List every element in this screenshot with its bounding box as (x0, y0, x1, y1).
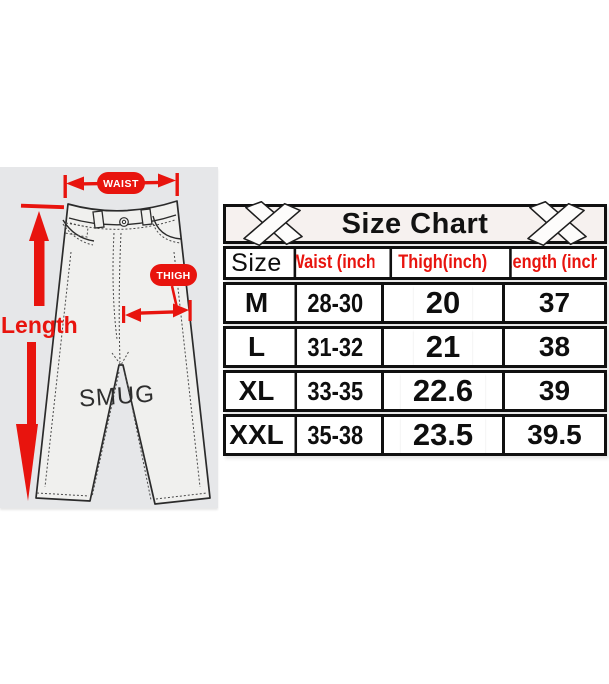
col-header-size: Size (226, 249, 287, 277)
ribbon-x-icon-left (243, 201, 303, 247)
pants-measurement-diagram: WAIST Length THIGH SMU (0, 167, 218, 508)
length-cell: 37 (502, 285, 604, 321)
length-cell: 39.5 (502, 417, 604, 453)
length-cell: 39 (502, 373, 604, 409)
col-header-length: Length (inch) (509, 249, 597, 277)
waist-cell: 28-30 (294, 285, 374, 321)
thigh-value: 21 (413, 329, 473, 365)
table-row-xxl: XXL 35-38 23.5 39.5 (223, 414, 607, 456)
table-row-xl: XL 33-35 22.6 39 (223, 370, 607, 412)
pants-outline (35, 200, 211, 505)
waist-cell: 35-38 (294, 417, 374, 453)
table-header-row: Size Waist (inch) Thigh(inch) Length (in… (223, 246, 607, 280)
thigh-value: 22.6 (400, 373, 486, 409)
thigh-value: 20 (413, 285, 473, 321)
thigh-arrow (122, 264, 197, 323)
size-cell: L (226, 329, 287, 365)
size-chart-table: Size Chart Size Waist (inch) Thigh(inch)… (223, 201, 607, 456)
waist-cell: 31-32 (294, 329, 374, 365)
ribbon-x-icon-right (527, 201, 587, 247)
waist-measure-label: WAIST (103, 178, 139, 190)
table-title: Size Chart (341, 208, 489, 240)
brand-watermark: SMUG (78, 380, 156, 412)
belt-loop (140, 208, 153, 226)
table-row-m: M 28-30 20 37 (223, 282, 607, 324)
waist-arrow (63, 172, 179, 198)
thigh-value: 23.5 (400, 417, 486, 453)
thigh-cell: 20 (381, 285, 502, 321)
col-header-waist: Waist (inch) (293, 249, 375, 277)
table-title-bar: Size Chart (223, 201, 607, 247)
pants-drawing: WAIST Length THIGH SMU (1, 172, 211, 505)
coin-pocket (64, 222, 89, 238)
size-cell: XL (226, 373, 287, 409)
length-arrow (16, 203, 65, 501)
thigh-cell: 23.5 (381, 417, 502, 453)
thigh-cell: 21 (381, 329, 502, 365)
table-row-l: L 31-32 21 38 (223, 326, 607, 368)
length-cell: 38 (502, 329, 604, 365)
size-cell: XXL (226, 417, 287, 453)
thigh-cell: 22.6 (381, 373, 502, 409)
thigh-measure-label: THIGH (156, 270, 190, 282)
button (119, 217, 129, 227)
belt-loop (92, 210, 105, 229)
size-cell: M (226, 285, 287, 321)
length-measure-label: Length (1, 312, 78, 338)
waist-cell: 33-35 (294, 373, 374, 409)
col-header-thigh: Thigh(inch) (389, 249, 494, 277)
